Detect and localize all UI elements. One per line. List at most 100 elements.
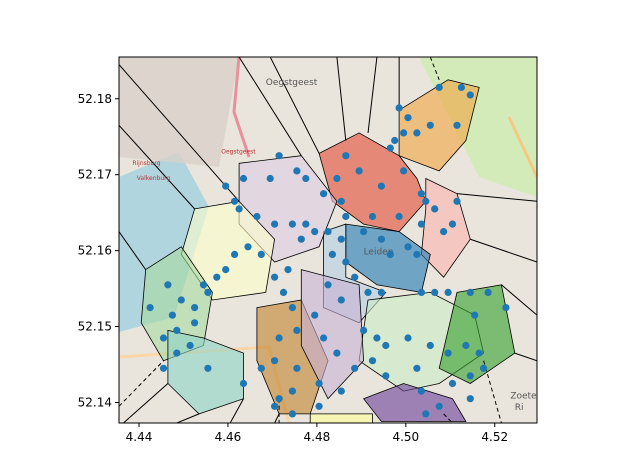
data-point: [337, 197, 345, 205]
data-point: [213, 273, 221, 281]
data-point: [382, 341, 390, 350]
data-point: [320, 190, 328, 198]
main-road: [232, 57, 251, 158]
data-point: [400, 167, 408, 175]
data-point: [159, 334, 168, 342]
data-point: [275, 152, 283, 160]
map-label: Ri: [515, 403, 524, 413]
data-point: [342, 152, 350, 160]
data-point: [337, 387, 345, 395]
data-point: [395, 212, 403, 221]
boundary-line: [119, 125, 195, 210]
data-point: [426, 341, 434, 350]
boundary-line: [119, 231, 147, 270]
data-point: [275, 395, 283, 403]
data-point: [462, 341, 470, 350]
data-point: [311, 311, 319, 319]
data-point: [302, 174, 310, 183]
region-polygon: [300, 269, 365, 400]
y-axis: 52.14 52.15 52.16 52.17 52.18: [78, 92, 119, 409]
boundary-line: [367, 57, 378, 133]
data-point: [239, 174, 248, 183]
data-point: [271, 357, 279, 365]
data-point: [271, 220, 279, 228]
data-point: [337, 296, 345, 304]
data-point: [431, 288, 439, 296]
road: [507, 116, 537, 178]
data-point: [466, 372, 474, 380]
x-axis: 4.44 4.46 4.48 4.50 4.52: [126, 423, 508, 444]
data-point: [466, 91, 474, 99]
data-point: [351, 364, 359, 372]
data-point: [435, 402, 443, 410]
data-point: [173, 349, 181, 357]
data-point: [293, 167, 301, 175]
data-point: [324, 228, 332, 236]
data-point: [351, 273, 359, 281]
data-point: [484, 288, 492, 296]
data-point: [377, 288, 385, 296]
data-point: [333, 174, 341, 183]
data-point: [417, 190, 425, 198]
boundary-line: [238, 57, 302, 156]
data-point: [342, 212, 350, 221]
data-point: [342, 258, 350, 266]
data-point: [191, 319, 199, 327]
data-point: [453, 121, 461, 129]
data-point: [284, 266, 292, 274]
data-point: [204, 364, 212, 372]
data-point: [360, 228, 368, 236]
data-point: [360, 326, 368, 334]
data-point: [395, 104, 403, 112]
data-point: [422, 410, 430, 418]
data-point: [271, 273, 279, 281]
boundary-line: [470, 238, 537, 263]
data-point: [315, 379, 323, 388]
data-point: [186, 341, 194, 350]
data-point: [311, 228, 319, 236]
data-point: [271, 402, 279, 410]
data-point: [400, 129, 408, 137]
data-point: [448, 220, 457, 228]
data-point: [293, 364, 301, 372]
map-label: Rijnsburg: [132, 160, 160, 167]
water-area: [119, 152, 209, 332]
x-tick-label: 4.46: [215, 430, 242, 444]
data-point: [413, 364, 421, 372]
data-point: [404, 334, 412, 342]
data-point: [288, 304, 296, 312]
map-labels: Oegstgeest Oegstgeest Rijnsburg Valkenburg L…: [132, 78, 537, 413]
region-polygon: [362, 383, 467, 422]
x-tick-label: 4.48: [304, 430, 331, 444]
data-point: [235, 205, 243, 213]
data-point: [337, 235, 345, 243]
data-point: [453, 197, 461, 205]
data-point: [333, 349, 341, 357]
data-point: [324, 281, 332, 289]
data-point: [413, 250, 421, 258]
region-polygon: [309, 413, 373, 423]
data-point: [244, 243, 252, 251]
map-label: Oegstgeest: [221, 148, 256, 155]
data-point: [288, 387, 296, 395]
data-point: [293, 326, 301, 334]
data-point: [239, 379, 248, 388]
data-point: [466, 395, 474, 403]
data-point: [275, 334, 283, 342]
data-point: [288, 220, 296, 228]
data-point: [471, 311, 479, 319]
map-label: Oegstgeest: [266, 78, 318, 88]
data-point: [266, 174, 274, 183]
data-point: [315, 402, 323, 410]
data-point: [199, 281, 208, 289]
x-tick-label: 4.44: [126, 430, 153, 444]
data-point: [440, 228, 448, 236]
boundary-line: [456, 193, 537, 202]
data-point: [204, 288, 212, 296]
axes-frame: [118, 56, 538, 424]
data-point: [382, 372, 390, 380]
data-point: [404, 243, 412, 251]
data-point: [222, 182, 230, 190]
data-point: [364, 288, 372, 296]
